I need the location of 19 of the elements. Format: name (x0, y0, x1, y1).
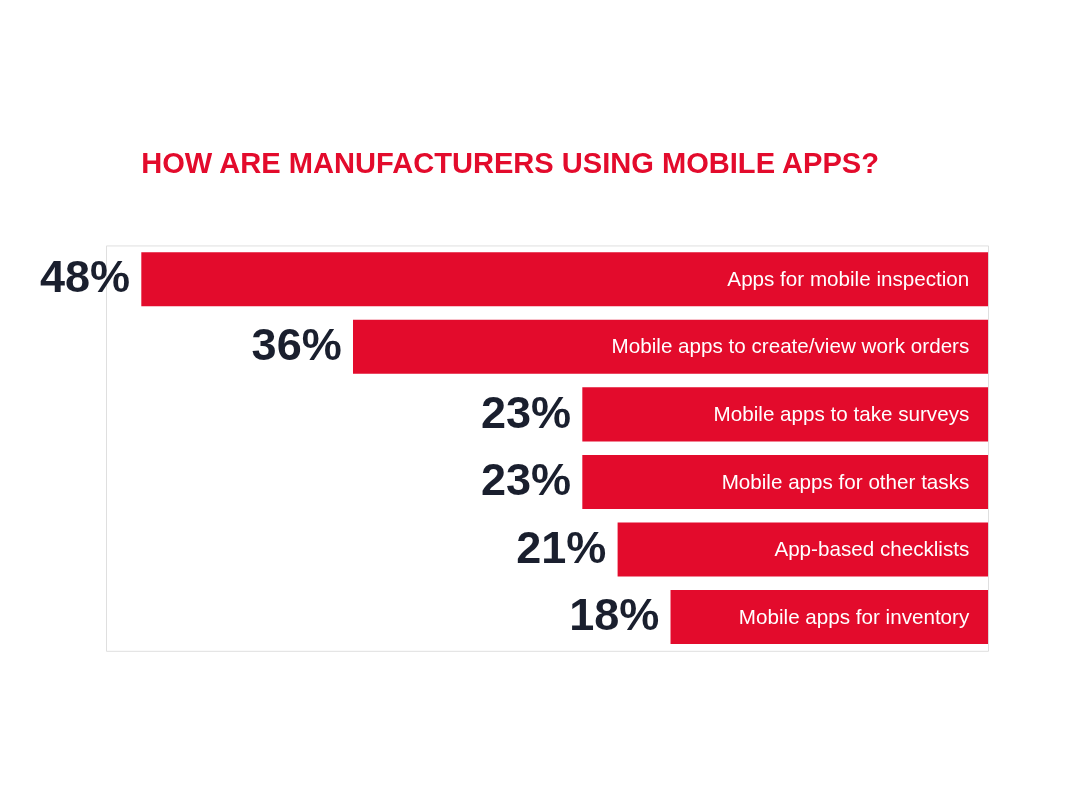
y-tick-label: Apps for mobile inspection (727, 266, 970, 290)
bar (582, 454, 989, 509)
chart-title: HOW ARE MANUFACTURERS USING MOBILE APPS? (141, 147, 879, 180)
y-tick-label: App-based checklists (774, 537, 970, 561)
bar (670, 590, 989, 645)
y-tick-label: Mobile apps for other tasks (721, 469, 970, 493)
y-tick-label: Mobile apps to take surveys (713, 401, 970, 425)
data-label: 36% (251, 318, 342, 370)
bar (582, 387, 989, 442)
bar (617, 522, 989, 577)
data-label: 23% (480, 454, 572, 506)
data-label: 48% (39, 251, 131, 303)
y-tick-label: Mobile apps to create/view work orders (611, 334, 970, 358)
y-tick-label: Mobile apps for inventory (738, 604, 970, 628)
data-label: 23% (480, 386, 572, 438)
bar (141, 252, 989, 307)
bar (352, 319, 989, 374)
data-label: 21% (516, 521, 607, 573)
data-label: 18% (569, 589, 660, 641)
